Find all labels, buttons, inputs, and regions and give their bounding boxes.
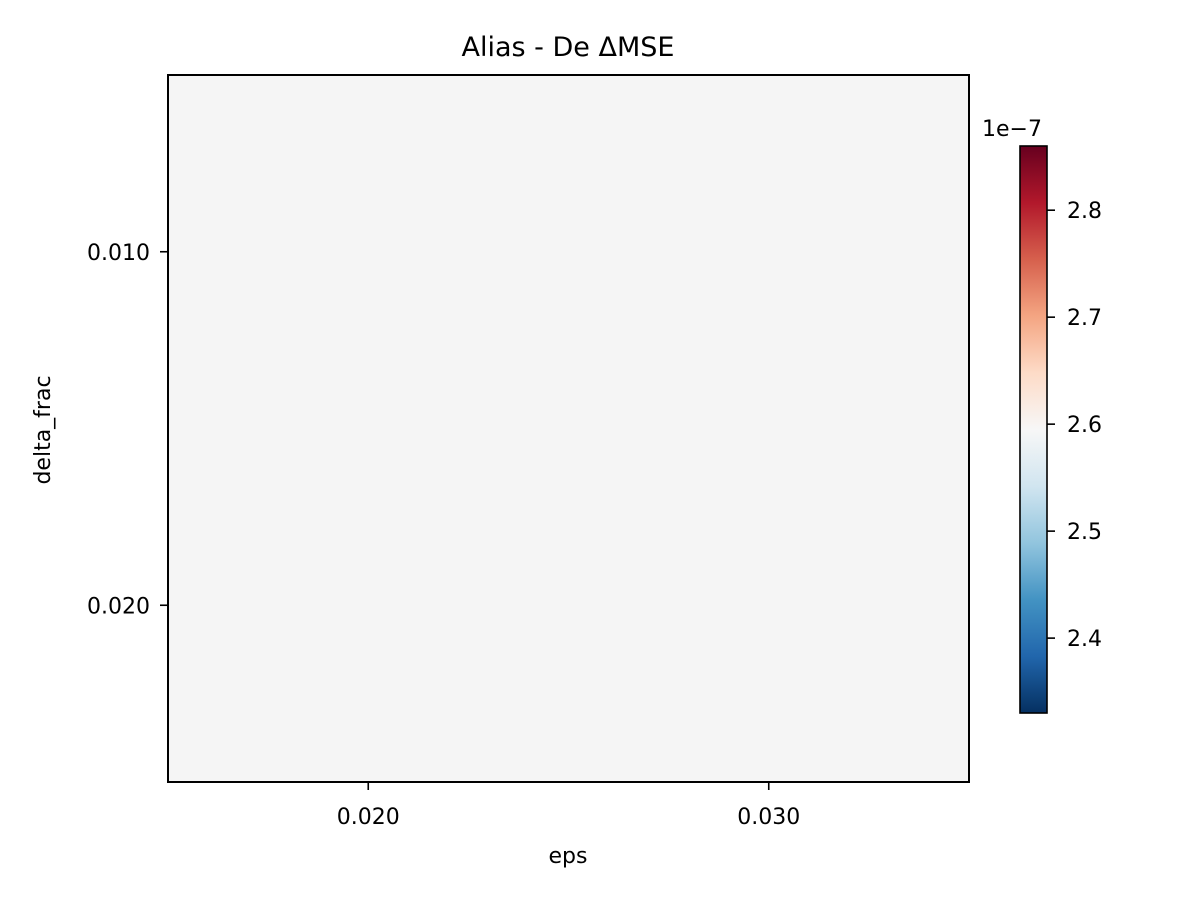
heatmap-cell (168, 75, 569, 429)
colorbar-tick-label: 2.5 (1067, 520, 1102, 545)
heatmap-cell (568, 75, 970, 429)
colorbar-tick-label: 2.7 (1067, 306, 1102, 331)
colorbar-tick-label: 2.4 (1067, 627, 1102, 652)
colorbar (1019, 145, 1048, 714)
heatmap-cells (168, 75, 970, 783)
plot-frame (167, 74, 970, 783)
colorbar-tick-label: 2.8 (1067, 199, 1102, 224)
y-axis-ticks: 0.010 0.020 (87, 241, 168, 619)
y-tick-label: 0.010 (87, 241, 150, 266)
x-tick-label: 0.020 (337, 805, 400, 830)
chart-title: Alias - De ΔMSE (462, 32, 675, 63)
colorbar-ticks: 2.4 2.5 2.6 2.7 2.8 (1047, 199, 1102, 652)
x-tick-label: 0.030 (737, 805, 800, 830)
y-axis-label: delta_frac (31, 375, 56, 484)
heatmap-cell (568, 428, 970, 783)
x-axis-ticks: 0.020 0.030 (337, 782, 800, 830)
x-axis-label: eps (549, 844, 588, 869)
y-tick-label: 0.020 (87, 594, 150, 619)
heatmap-cell (168, 428, 569, 783)
colorbar-offset-label: 1e−7 (982, 117, 1042, 142)
colorbar-tick-label: 2.6 (1067, 413, 1102, 438)
